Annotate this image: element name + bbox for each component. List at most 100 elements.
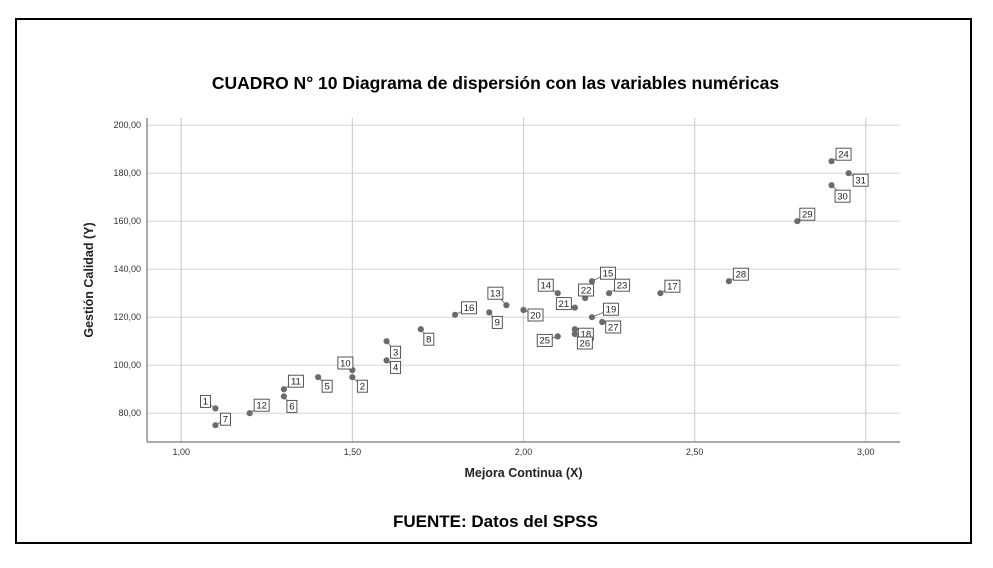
point-label: 1 — [203, 397, 208, 408]
point-label-box — [664, 279, 681, 293]
point-label-box — [576, 336, 593, 350]
point-label: 12 — [256, 401, 267, 412]
data-point — [520, 306, 527, 314]
data-point — [571, 330, 578, 338]
data-point — [828, 158, 835, 165]
data-point — [845, 170, 852, 177]
point-label: 23 — [617, 281, 628, 292]
point-label: 3 — [393, 348, 398, 359]
point-label-box — [527, 308, 544, 322]
point-label: 10 — [340, 358, 351, 369]
point-label-box — [578, 283, 595, 297]
point-label-box — [337, 356, 354, 370]
point-label: 25 — [539, 336, 550, 347]
scatter-chart: 1,00 1,50 2,00 2,50 3,00 80,00 100,00 120,00 140… — [82, 118, 900, 480]
point-label: 13 — [490, 289, 501, 300]
point-label: 14 — [540, 281, 551, 292]
point-label: 15 — [603, 269, 614, 280]
point-label: 11 — [291, 377, 301, 388]
point-label-box — [536, 333, 553, 347]
point-label-box — [461, 301, 477, 315]
tick-labels: 1,00 1,50 2,00 2,50 3,00 80,00 100,00 120,00 140… — [113, 120, 874, 457]
y-tick-label: 100,00 — [113, 360, 141, 370]
point-label: 28 — [736, 270, 747, 281]
data-point — [486, 309, 493, 316]
point-label-box — [835, 147, 852, 161]
x-tick-label: 1,50 — [344, 447, 362, 457]
point-label: 26 — [580, 338, 591, 349]
y-tick-label: 120,00 — [113, 312, 141, 322]
figure-title: CUADRO N° 10 Diagrama de dispersión con … — [211, 73, 780, 93]
point-label: 16 — [464, 303, 475, 314]
x-tick-label: 3,00 — [857, 447, 875, 457]
figure-frame: CUADRO N° 10 Diagrama de dispersión con … — [15, 18, 972, 544]
data-point — [588, 314, 596, 321]
point-label-box — [321, 379, 333, 393]
data-point — [417, 326, 424, 333]
data-point — [212, 422, 219, 429]
point-label: 19 — [606, 305, 617, 316]
x-axis-label: Mejora Continua (X) — [464, 466, 582, 480]
point-label: 5 — [324, 382, 329, 393]
x-tick-label: 1,00 — [172, 447, 190, 457]
data-point — [554, 290, 561, 297]
data-point — [582, 294, 589, 302]
point-label-box — [200, 394, 211, 408]
y-tick-label: 140,00 — [113, 264, 141, 274]
point-label: 7 — [223, 415, 228, 426]
point-label: 24 — [838, 150, 849, 161]
data-point — [571, 326, 578, 333]
point-label: 8 — [426, 335, 431, 346]
point-label-box — [286, 399, 298, 413]
data-point — [349, 374, 356, 381]
point-label-box — [603, 302, 619, 316]
data-point — [605, 290, 613, 297]
y-tick-label: 160,00 — [113, 216, 141, 226]
data-point — [599, 318, 606, 326]
data-point — [588, 278, 596, 285]
point-label-box — [253, 398, 270, 412]
point-label-box — [852, 173, 869, 187]
point-label: 6 — [289, 402, 294, 413]
point-label: 27 — [608, 322, 619, 333]
point-label-box — [423, 332, 435, 346]
y-tick-label: 80,00 — [118, 408, 141, 418]
point-label: 20 — [530, 310, 541, 321]
point-label-box — [390, 360, 402, 374]
grid-lines — [147, 118, 900, 442]
point-label-box — [487, 286, 504, 300]
data-point — [725, 278, 732, 285]
point-label-box — [537, 278, 554, 292]
data-point — [280, 386, 288, 393]
point-label-box — [614, 278, 631, 292]
data-point — [828, 182, 835, 189]
data-point — [571, 304, 578, 311]
data-point — [280, 393, 288, 400]
point-label-box — [390, 345, 402, 359]
point-label: 2 — [360, 382, 365, 393]
data-point — [383, 338, 390, 345]
data-point — [315, 374, 322, 381]
point-label-box — [491, 315, 503, 329]
x-tick-label: 2,00 — [515, 447, 533, 457]
y-tick-label: 180,00 — [113, 168, 141, 178]
point-label: 21 — [559, 299, 570, 310]
point-label: 4 — [393, 363, 398, 374]
y-tick-label: 200,00 — [113, 120, 141, 130]
data-point — [554, 333, 561, 340]
point-label-box — [799, 207, 816, 221]
point-label-box — [220, 412, 231, 426]
point-label: 9 — [495, 318, 500, 329]
data-point — [503, 302, 510, 309]
point-label-box — [605, 320, 622, 334]
data-point — [212, 405, 219, 412]
point-label-box — [834, 189, 851, 203]
point-label: 29 — [802, 210, 813, 221]
point-label-box — [600, 266, 616, 280]
y-axis-label: Gestión Calidad (Y) — [82, 222, 96, 337]
data-point — [383, 357, 390, 364]
point-label-box — [555, 297, 572, 311]
data-point — [451, 311, 459, 318]
point-label-box — [356, 379, 368, 393]
